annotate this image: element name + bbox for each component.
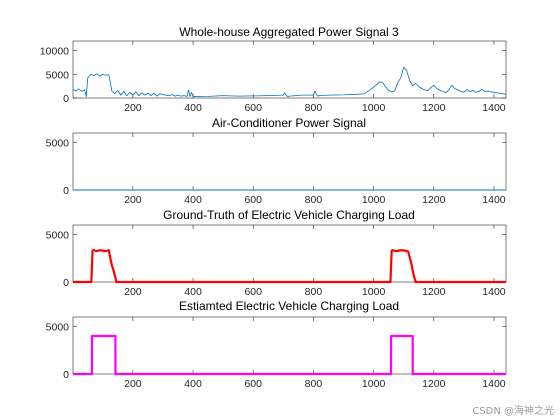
x-tick-label: 1400: [482, 286, 506, 298]
x-tick-label: 1000: [362, 378, 386, 390]
x-tick-label: 1400: [482, 194, 506, 206]
y-tick-label: 0: [63, 93, 69, 105]
x-tick-label: 1000: [362, 194, 386, 206]
x-tick-label: 800: [305, 194, 323, 206]
subplot-title: Whole-house Aggregated Power Signal 3: [179, 25, 399, 39]
y-tick-label: 0: [63, 277, 69, 289]
axes-box: [72, 316, 507, 375]
subplot-ev-estimated: Estiamted Electric Vehicle Charging Load…: [46, 299, 507, 390]
x-tick-label: 400: [184, 102, 202, 114]
x-tick-label: 200: [124, 102, 142, 114]
x-tick-label: 600: [244, 194, 262, 206]
x-tick-label: 1400: [482, 378, 506, 390]
x-tick-label: 200: [124, 194, 142, 206]
x-tick-label: 1200: [422, 286, 446, 298]
y-tick-label: 5000: [46, 138, 70, 150]
y-tick-label: 5000: [46, 322, 70, 334]
x-tick-label: 400: [184, 286, 202, 298]
subplot-title: Ground-Truth of Electric Vehicle Chargin…: [163, 208, 415, 222]
x-tick-label: 1200: [422, 378, 446, 390]
x-tick-label: 600: [244, 102, 262, 114]
x-tick-label: 600: [244, 378, 262, 390]
x-tick-label: 1000: [362, 286, 386, 298]
axes-box: [72, 40, 507, 99]
y-tick-label: 0: [63, 185, 69, 197]
x-tick-label: 1200: [422, 194, 446, 206]
axes-box: [72, 224, 507, 283]
subplot-air-conditioner-power: Air-Conditioner Power Signal 200 400 600 80…: [46, 116, 507, 206]
x-tick-label: 200: [124, 378, 142, 390]
axes-box: [72, 132, 507, 191]
subplot-ev-ground-truth: Ground-Truth of Electric Vehicle Chargin…: [46, 208, 507, 298]
x-tick-label: 400: [184, 194, 202, 206]
y-tick-label: 5000: [46, 230, 70, 242]
x-tick-label: 400: [184, 378, 202, 390]
subplot-title: Estiamted Electric Vehicle Charging Load: [179, 299, 399, 313]
series-line: [73, 249, 506, 284]
x-tick-label: 800: [305, 102, 323, 114]
y-tick-label: 0: [63, 369, 69, 381]
x-tick-label: 1000: [362, 102, 386, 114]
y-tick-label: 5000: [46, 69, 70, 81]
subplot-title: Air-Conditioner Power Signal: [212, 116, 366, 130]
series-line: [73, 334, 506, 376]
x-tick-label: 1400: [482, 102, 506, 114]
x-tick-label: 800: [305, 286, 323, 298]
watermark: CSDN @海神之光: [472, 406, 554, 417]
x-tick-label: 800: [305, 378, 323, 390]
y-tick-label: 10000: [40, 46, 69, 58]
x-tick-label: 200: [124, 286, 142, 298]
subplot-aggregated-power: Whole-house Aggregated Power Signal 3 20…: [40, 25, 507, 114]
series-line: [72, 66, 507, 97]
x-tick-label: 1200: [422, 102, 446, 114]
x-tick-label: 600: [244, 286, 262, 298]
